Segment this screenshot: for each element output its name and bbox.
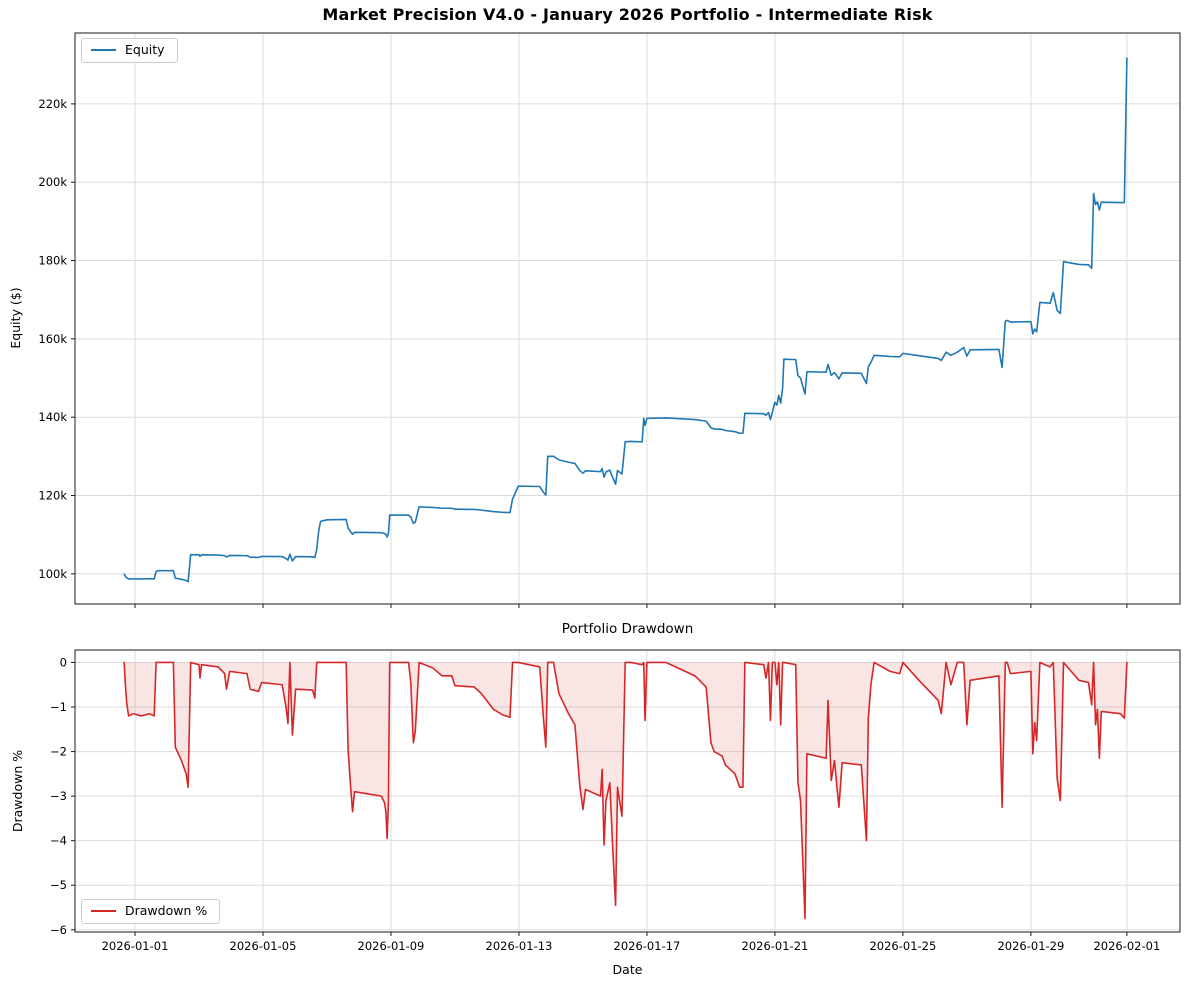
x-tick-label: 2026-01-05 xyxy=(230,939,297,953)
axes-spine xyxy=(74,32,1181,605)
drawdown-line-swatch-icon xyxy=(91,910,116,913)
x-axis-label: Date xyxy=(612,962,643,977)
y-tick-label: 200k xyxy=(38,175,67,189)
y-tick-label: 100k xyxy=(38,567,67,581)
drawdown-y-axis-label: Drawdown % xyxy=(10,749,25,833)
y-tick-label: 160k xyxy=(38,332,67,346)
y-tick-label: −1 xyxy=(50,700,67,714)
x-tick-label: 2026-01-17 xyxy=(614,939,681,953)
drawdown-legend-label: Drawdown % xyxy=(125,903,208,918)
x-tick-label: 2026-02-01 xyxy=(1093,939,1160,953)
equity-plot: 100k 120k 140k 160k 180k 200k 220k xyxy=(38,32,1181,608)
y-tick-label: 140k xyxy=(38,410,67,424)
drawdown-fill-area xyxy=(124,662,1127,919)
equity-legend-label: Equity xyxy=(125,42,165,57)
drawdown-legend: Drawdown % xyxy=(81,899,221,924)
y-tick-label: −4 xyxy=(50,834,67,848)
y-tick-label: −5 xyxy=(50,878,67,892)
equity-line-swatch-icon xyxy=(91,49,116,52)
equity-y-axis-label: Equity ($) xyxy=(8,287,23,349)
y-tick-label: 0 xyxy=(60,655,67,669)
y-tick-label: −2 xyxy=(50,745,67,759)
x-tick-label: 2026-01-13 xyxy=(486,939,553,953)
y-tick-label: 180k xyxy=(38,254,67,268)
x-tick-label: 2026-01-09 xyxy=(358,939,425,953)
drawdown-series-line xyxy=(123,661,1128,920)
x-tick-label: 2026-01-25 xyxy=(869,939,936,953)
y-tick-label: −3 xyxy=(50,789,67,803)
y-tick-label: −6 xyxy=(50,923,67,937)
equity-series-line xyxy=(123,57,1128,583)
x-tick-label: 2026-01-21 xyxy=(742,939,809,953)
y-tick-label: 120k xyxy=(38,489,67,503)
y-tick-label: 220k xyxy=(38,97,67,111)
x-tick-label: 2026-01-01 xyxy=(102,939,169,953)
drawdown-chart-title: Portfolio Drawdown xyxy=(561,621,694,637)
drawdown-plot: 2026-01-01 2026-01-05 2026-01-09 2026-01-13… xyxy=(50,649,1181,953)
equity-legend: Equity xyxy=(81,38,178,63)
x-tick-label: 2026-01-29 xyxy=(997,939,1064,953)
axes-spine xyxy=(74,649,1181,933)
equity-chart-title: Market Precision V4.0 - January 2026 Por… xyxy=(322,5,933,24)
